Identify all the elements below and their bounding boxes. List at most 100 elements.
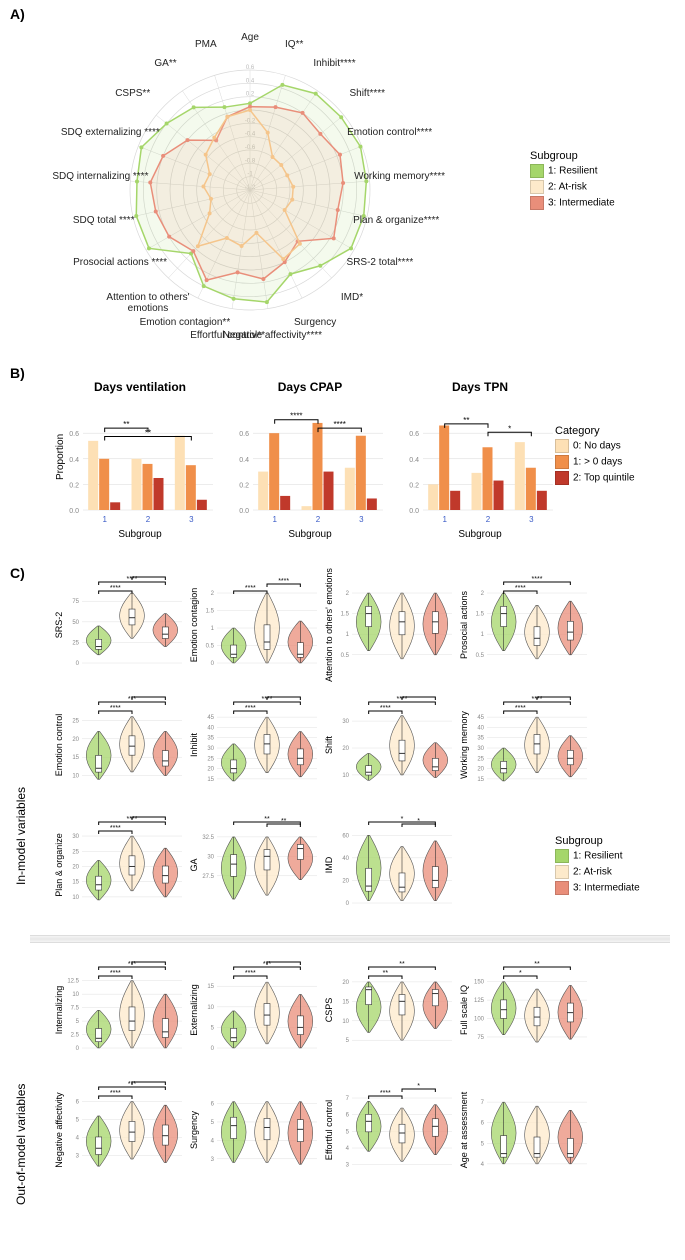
bar-chart: Days ventilation0.00.20.40.6123****Propo…: [55, 380, 225, 540]
radar-axis-label: SDQ externalizing ****: [55, 127, 165, 138]
svg-text:****: ****: [380, 705, 391, 712]
svg-text:**: **: [534, 961, 540, 968]
radar-axis-label: SRS-2 total****: [325, 257, 435, 268]
violin-title: Negative affectivity: [54, 1092, 64, 1167]
svg-text:15: 15: [207, 777, 214, 783]
svg-text:10: 10: [342, 1019, 349, 1025]
svg-text:**: **: [383, 970, 389, 977]
svg-text:20: 20: [72, 864, 79, 870]
svg-text:20: 20: [477, 767, 484, 773]
svg-text:45: 45: [207, 715, 214, 721]
svg-text:0: 0: [76, 661, 80, 667]
svg-text:****: ****: [110, 705, 121, 712]
svg-text:**: **: [145, 429, 151, 438]
radar-axis-label: Shift****: [312, 88, 422, 99]
svg-text:*: *: [519, 970, 522, 977]
violin-title: Internalizing: [54, 986, 64, 1035]
violin-svg: 051015**********: [195, 960, 325, 1060]
svg-text:***: ***: [550, 695, 558, 698]
svg-text:10: 10: [342, 773, 349, 779]
svg-text:0: 0: [346, 901, 350, 907]
svg-text:4: 4: [76, 1135, 80, 1141]
svg-text:6: 6: [481, 1121, 485, 1127]
violin-title: GA: [189, 858, 199, 871]
svg-text:0.4: 0.4: [246, 78, 255, 84]
svg-text:12.5: 12.5: [67, 979, 79, 985]
svg-text:*: *: [417, 1083, 420, 1090]
violin-svg: 0.511.52: [330, 575, 460, 675]
svg-text:35: 35: [477, 736, 484, 742]
violin-panel: Plan & organize1015202530***********: [60, 815, 190, 915]
bar-title: Days ventilation: [55, 380, 225, 394]
svg-text:2: 2: [346, 591, 350, 597]
legend-b-title: Category: [555, 425, 635, 437]
svg-text:****: ****: [278, 695, 289, 698]
violin-title: Attention to others' emotions: [324, 568, 334, 682]
divider: [30, 935, 670, 943]
violin-title: Shift: [324, 736, 334, 754]
page: A) -1.2-1-0.8-0.6-0.4-0.200.20.40.6 AgeI…: [0, 0, 685, 1260]
violin-panel: Surgency3456: [195, 1080, 325, 1180]
svg-text:***: ***: [145, 815, 153, 818]
svg-text:1: 1: [211, 626, 215, 632]
svg-text:40: 40: [207, 725, 214, 731]
svg-text:0.2: 0.2: [409, 482, 419, 489]
side-label-out: Out-of-model variables: [14, 1084, 28, 1205]
svg-text:****: ****: [245, 705, 256, 712]
violin-svg: 27.53032.5****: [195, 815, 325, 915]
svg-text:****: ****: [532, 576, 543, 583]
violin-title: Working memory: [459, 711, 469, 779]
svg-text:*: *: [508, 424, 511, 433]
x-label: Subgroup: [55, 529, 225, 540]
svg-text:****: ****: [333, 420, 345, 429]
svg-text:****: ****: [245, 585, 256, 592]
violin-svg: 3456: [195, 1080, 325, 1180]
svg-text:15: 15: [72, 880, 79, 886]
svg-text:0.6: 0.6: [239, 431, 249, 438]
y-label: Proportion: [55, 434, 66, 480]
violin-title: SRS-2: [54, 612, 64, 639]
svg-text:1: 1: [272, 515, 277, 524]
svg-text:2: 2: [146, 515, 151, 524]
svg-text:10: 10: [207, 1005, 214, 1011]
svg-text:0.0: 0.0: [239, 508, 249, 515]
svg-text:5: 5: [481, 1141, 485, 1147]
svg-text:*: *: [417, 818, 420, 825]
svg-text:3: 3: [189, 515, 194, 524]
svg-text:****: ****: [515, 705, 526, 712]
svg-text:****: ****: [245, 970, 256, 977]
bar-svg: 0.00.20.40.6123****: [55, 380, 225, 540]
svg-text:25: 25: [72, 640, 79, 646]
violin-title: Age at assessment: [459, 1092, 469, 1169]
violin-panel: Age at assessment4567: [465, 1080, 595, 1180]
svg-text:0.5: 0.5: [206, 644, 215, 650]
svg-text:****: ****: [143, 695, 154, 698]
svg-text:5: 5: [346, 1038, 350, 1044]
svg-text:20: 20: [207, 767, 214, 773]
violin-svg: 4567: [465, 1080, 595, 1180]
svg-text:0.5: 0.5: [476, 653, 485, 659]
radar-axis-label: Effortful control**: [173, 330, 283, 341]
violin-svg: 15202530354045***********: [465, 695, 595, 795]
svg-text:6: 6: [211, 1102, 215, 1108]
svg-text:7: 7: [346, 1096, 350, 1102]
svg-text:30: 30: [207, 854, 214, 860]
violin-panel: Effortful control34567*****: [330, 1080, 460, 1180]
radar-axis-label: Working memory****: [345, 171, 455, 182]
svg-text:****: ****: [110, 1090, 121, 1097]
violin-panel: IMD0204060**: [330, 815, 460, 915]
svg-text:0.2: 0.2: [69, 482, 79, 489]
violin-title: Plan & organize: [54, 833, 64, 897]
svg-text:5: 5: [76, 1118, 80, 1124]
svg-text:20: 20: [342, 746, 349, 752]
svg-text:2.5: 2.5: [71, 1033, 80, 1039]
svg-text:0.6: 0.6: [409, 431, 419, 438]
svg-text:0.5: 0.5: [341, 653, 350, 659]
svg-text:****: ****: [143, 575, 154, 578]
svg-text:*: *: [147, 1080, 150, 1083]
svg-text:1: 1: [481, 632, 485, 638]
svg-text:5: 5: [76, 1019, 80, 1025]
svg-text:****: ****: [515, 585, 526, 592]
svg-text:*: *: [401, 816, 404, 823]
svg-text:20: 20: [72, 737, 79, 743]
